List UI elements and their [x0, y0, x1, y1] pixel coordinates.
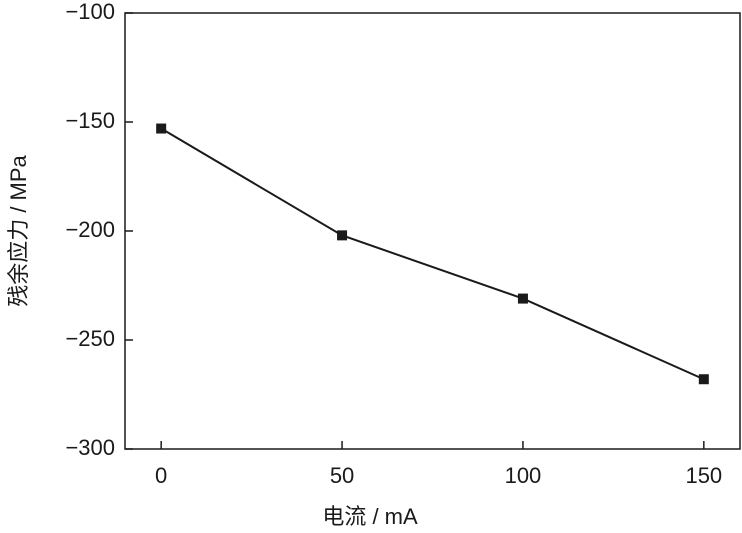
line [160, 127, 705, 381]
marker [698, 374, 709, 385]
x-tick-label: 150 [685, 463, 722, 488]
y-axis-label: 残余应力 / MPa [6, 154, 31, 306]
plot-frame [124, 12, 741, 450]
y-tick-label: −150 [65, 108, 115, 133]
marker [156, 123, 167, 134]
marker [337, 230, 348, 241]
marker [517, 293, 528, 304]
y-tick-label: −250 [65, 326, 115, 351]
y-tick-label: −200 [65, 217, 115, 242]
x-tick-label: 100 [505, 463, 542, 488]
x-tick-label: 0 [155, 463, 167, 488]
y-tick-label: −100 [65, 0, 115, 24]
x-tick-label: 50 [330, 463, 354, 488]
y-tick-label: −300 [65, 435, 115, 460]
x-axis-label: 电流 / mA [322, 504, 418, 529]
